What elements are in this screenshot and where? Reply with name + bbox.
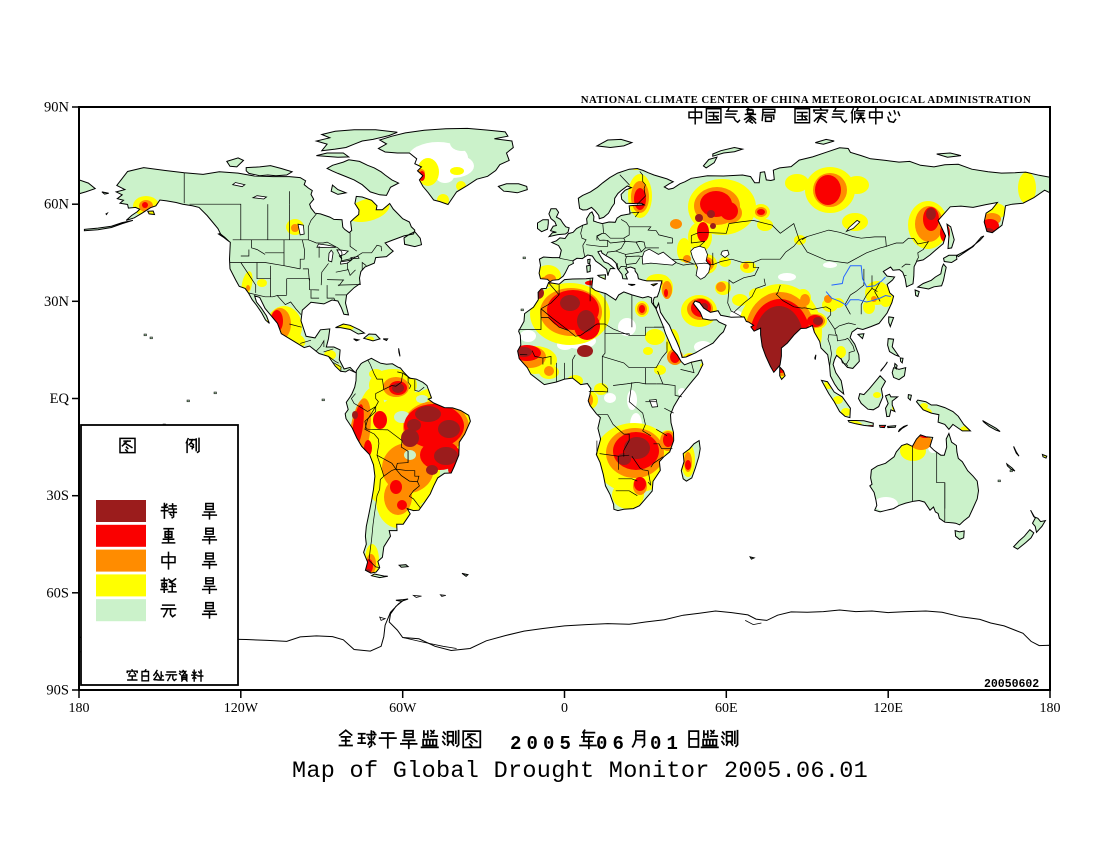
svg-text:60W: 60W [389, 701, 417, 716]
svg-text:180: 180 [69, 701, 90, 716]
svg-text:60N: 60N [44, 197, 70, 213]
svg-text:6: 6 [613, 733, 624, 755]
svg-text:60S: 60S [46, 585, 69, 601]
svg-text:0: 0 [527, 733, 538, 755]
svg-text:20050602: 20050602 [984, 678, 1039, 691]
svg-text:Map of Global Drought Monitor: Map of Global Drought Monitor 2005.06.01 [292, 758, 868, 785]
svg-text:90S: 90S [46, 683, 69, 699]
svg-text:120E: 120E [873, 701, 903, 716]
svg-text:180: 180 [1040, 701, 1061, 716]
svg-text:0: 0 [650, 733, 661, 755]
svg-text:0: 0 [543, 733, 554, 755]
svg-text:0: 0 [561, 701, 568, 716]
svg-text:1: 1 [667, 733, 678, 755]
svg-text:NATIONAL CLIMATE CENTER OF CHI: NATIONAL CLIMATE CENTER OF CHINA METEORO… [581, 94, 1031, 106]
svg-text:30N: 30N [44, 294, 70, 310]
svg-text:2: 2 [510, 733, 521, 755]
svg-text:30S: 30S [46, 488, 69, 504]
svg-text:60E: 60E [715, 701, 738, 716]
svg-text:EQ: EQ [50, 391, 70, 407]
svg-text:120W: 120W [224, 701, 259, 716]
svg-text:5: 5 [560, 733, 571, 755]
svg-text:90N: 90N [44, 100, 70, 116]
svg-text:0: 0 [596, 733, 607, 755]
